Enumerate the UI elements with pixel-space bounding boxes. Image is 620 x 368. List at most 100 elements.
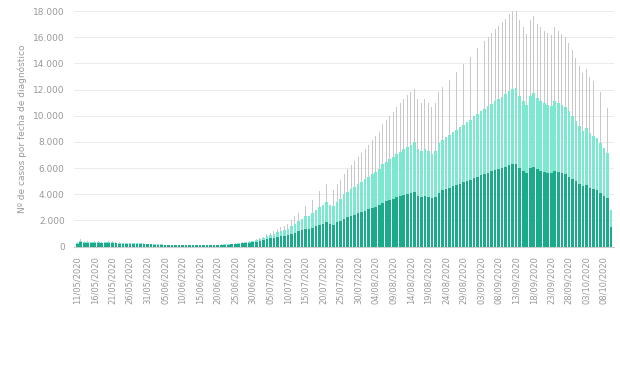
Bar	[389, 116, 390, 247]
Bar	[164, 245, 166, 247]
Bar	[402, 195, 405, 247]
Bar	[529, 168, 531, 247]
Bar	[423, 149, 426, 196]
Bar	[157, 245, 159, 247]
Bar	[343, 219, 345, 247]
Bar	[195, 245, 198, 247]
Bar	[112, 241, 113, 247]
Bar	[451, 186, 454, 247]
Bar	[252, 241, 253, 247]
Bar	[515, 164, 518, 247]
Bar	[343, 194, 345, 219]
Bar	[442, 87, 443, 247]
Bar	[371, 174, 373, 208]
Bar	[539, 101, 542, 171]
Bar	[101, 242, 102, 247]
Bar	[94, 241, 95, 247]
Bar	[389, 159, 391, 200]
Bar	[430, 198, 433, 247]
Bar	[192, 245, 195, 247]
Bar	[392, 156, 394, 199]
Bar	[175, 245, 176, 247]
Bar	[347, 217, 349, 247]
Bar	[523, 28, 524, 247]
Bar	[592, 189, 595, 247]
Bar	[578, 184, 581, 247]
Bar	[537, 24, 538, 247]
Bar	[571, 178, 574, 247]
Bar	[339, 199, 342, 221]
Bar	[365, 149, 366, 247]
Bar	[298, 213, 299, 247]
Bar	[483, 109, 486, 174]
Bar	[536, 98, 539, 169]
Bar	[476, 114, 479, 177]
Bar	[354, 161, 355, 247]
Bar	[463, 64, 464, 247]
Bar	[434, 151, 436, 197]
Bar	[407, 95, 408, 247]
Bar	[217, 244, 218, 247]
Bar	[294, 216, 295, 247]
Bar	[525, 173, 528, 247]
Bar	[585, 185, 588, 247]
Bar	[185, 245, 187, 247]
Bar	[203, 245, 204, 247]
Bar	[378, 169, 381, 205]
Bar	[115, 243, 117, 247]
Bar	[255, 240, 258, 241]
Bar	[297, 221, 299, 231]
Bar	[297, 231, 299, 247]
Bar	[97, 242, 100, 243]
Bar	[284, 226, 285, 247]
Bar	[519, 20, 520, 247]
Bar	[459, 127, 461, 184]
Bar	[448, 188, 451, 247]
Bar	[79, 241, 82, 242]
Bar	[351, 165, 352, 247]
Bar	[459, 184, 461, 247]
Bar	[571, 116, 574, 178]
Bar	[188, 245, 191, 247]
Bar	[322, 224, 324, 247]
Bar	[286, 235, 289, 247]
Bar	[409, 193, 412, 247]
Bar	[108, 241, 109, 247]
Bar	[273, 234, 275, 238]
Bar	[326, 202, 328, 223]
Bar	[347, 169, 348, 247]
Bar	[206, 245, 208, 247]
Bar	[472, 116, 476, 178]
Bar	[480, 112, 482, 175]
Bar	[290, 234, 293, 247]
Bar	[273, 231, 274, 247]
Bar	[368, 209, 370, 247]
Bar	[599, 144, 602, 193]
Bar	[111, 242, 113, 243]
Bar	[227, 244, 229, 247]
Bar	[579, 66, 580, 247]
Bar	[575, 58, 577, 247]
Bar	[508, 91, 510, 165]
Bar	[449, 79, 450, 247]
Bar	[550, 106, 552, 173]
Bar	[600, 92, 601, 247]
Bar	[607, 108, 608, 247]
Bar	[273, 238, 275, 247]
Bar	[512, 89, 514, 164]
Bar	[196, 245, 197, 247]
Bar	[220, 245, 223, 247]
Bar	[518, 168, 521, 247]
Bar	[185, 245, 187, 247]
Bar	[409, 145, 412, 193]
Bar	[572, 50, 573, 247]
Bar	[140, 243, 141, 247]
Bar	[582, 186, 584, 247]
Bar	[228, 244, 229, 247]
Bar	[244, 242, 247, 243]
Bar	[76, 243, 79, 244]
Bar	[248, 242, 250, 243]
Bar	[494, 170, 497, 247]
Bar	[143, 244, 145, 247]
Bar	[410, 92, 411, 247]
